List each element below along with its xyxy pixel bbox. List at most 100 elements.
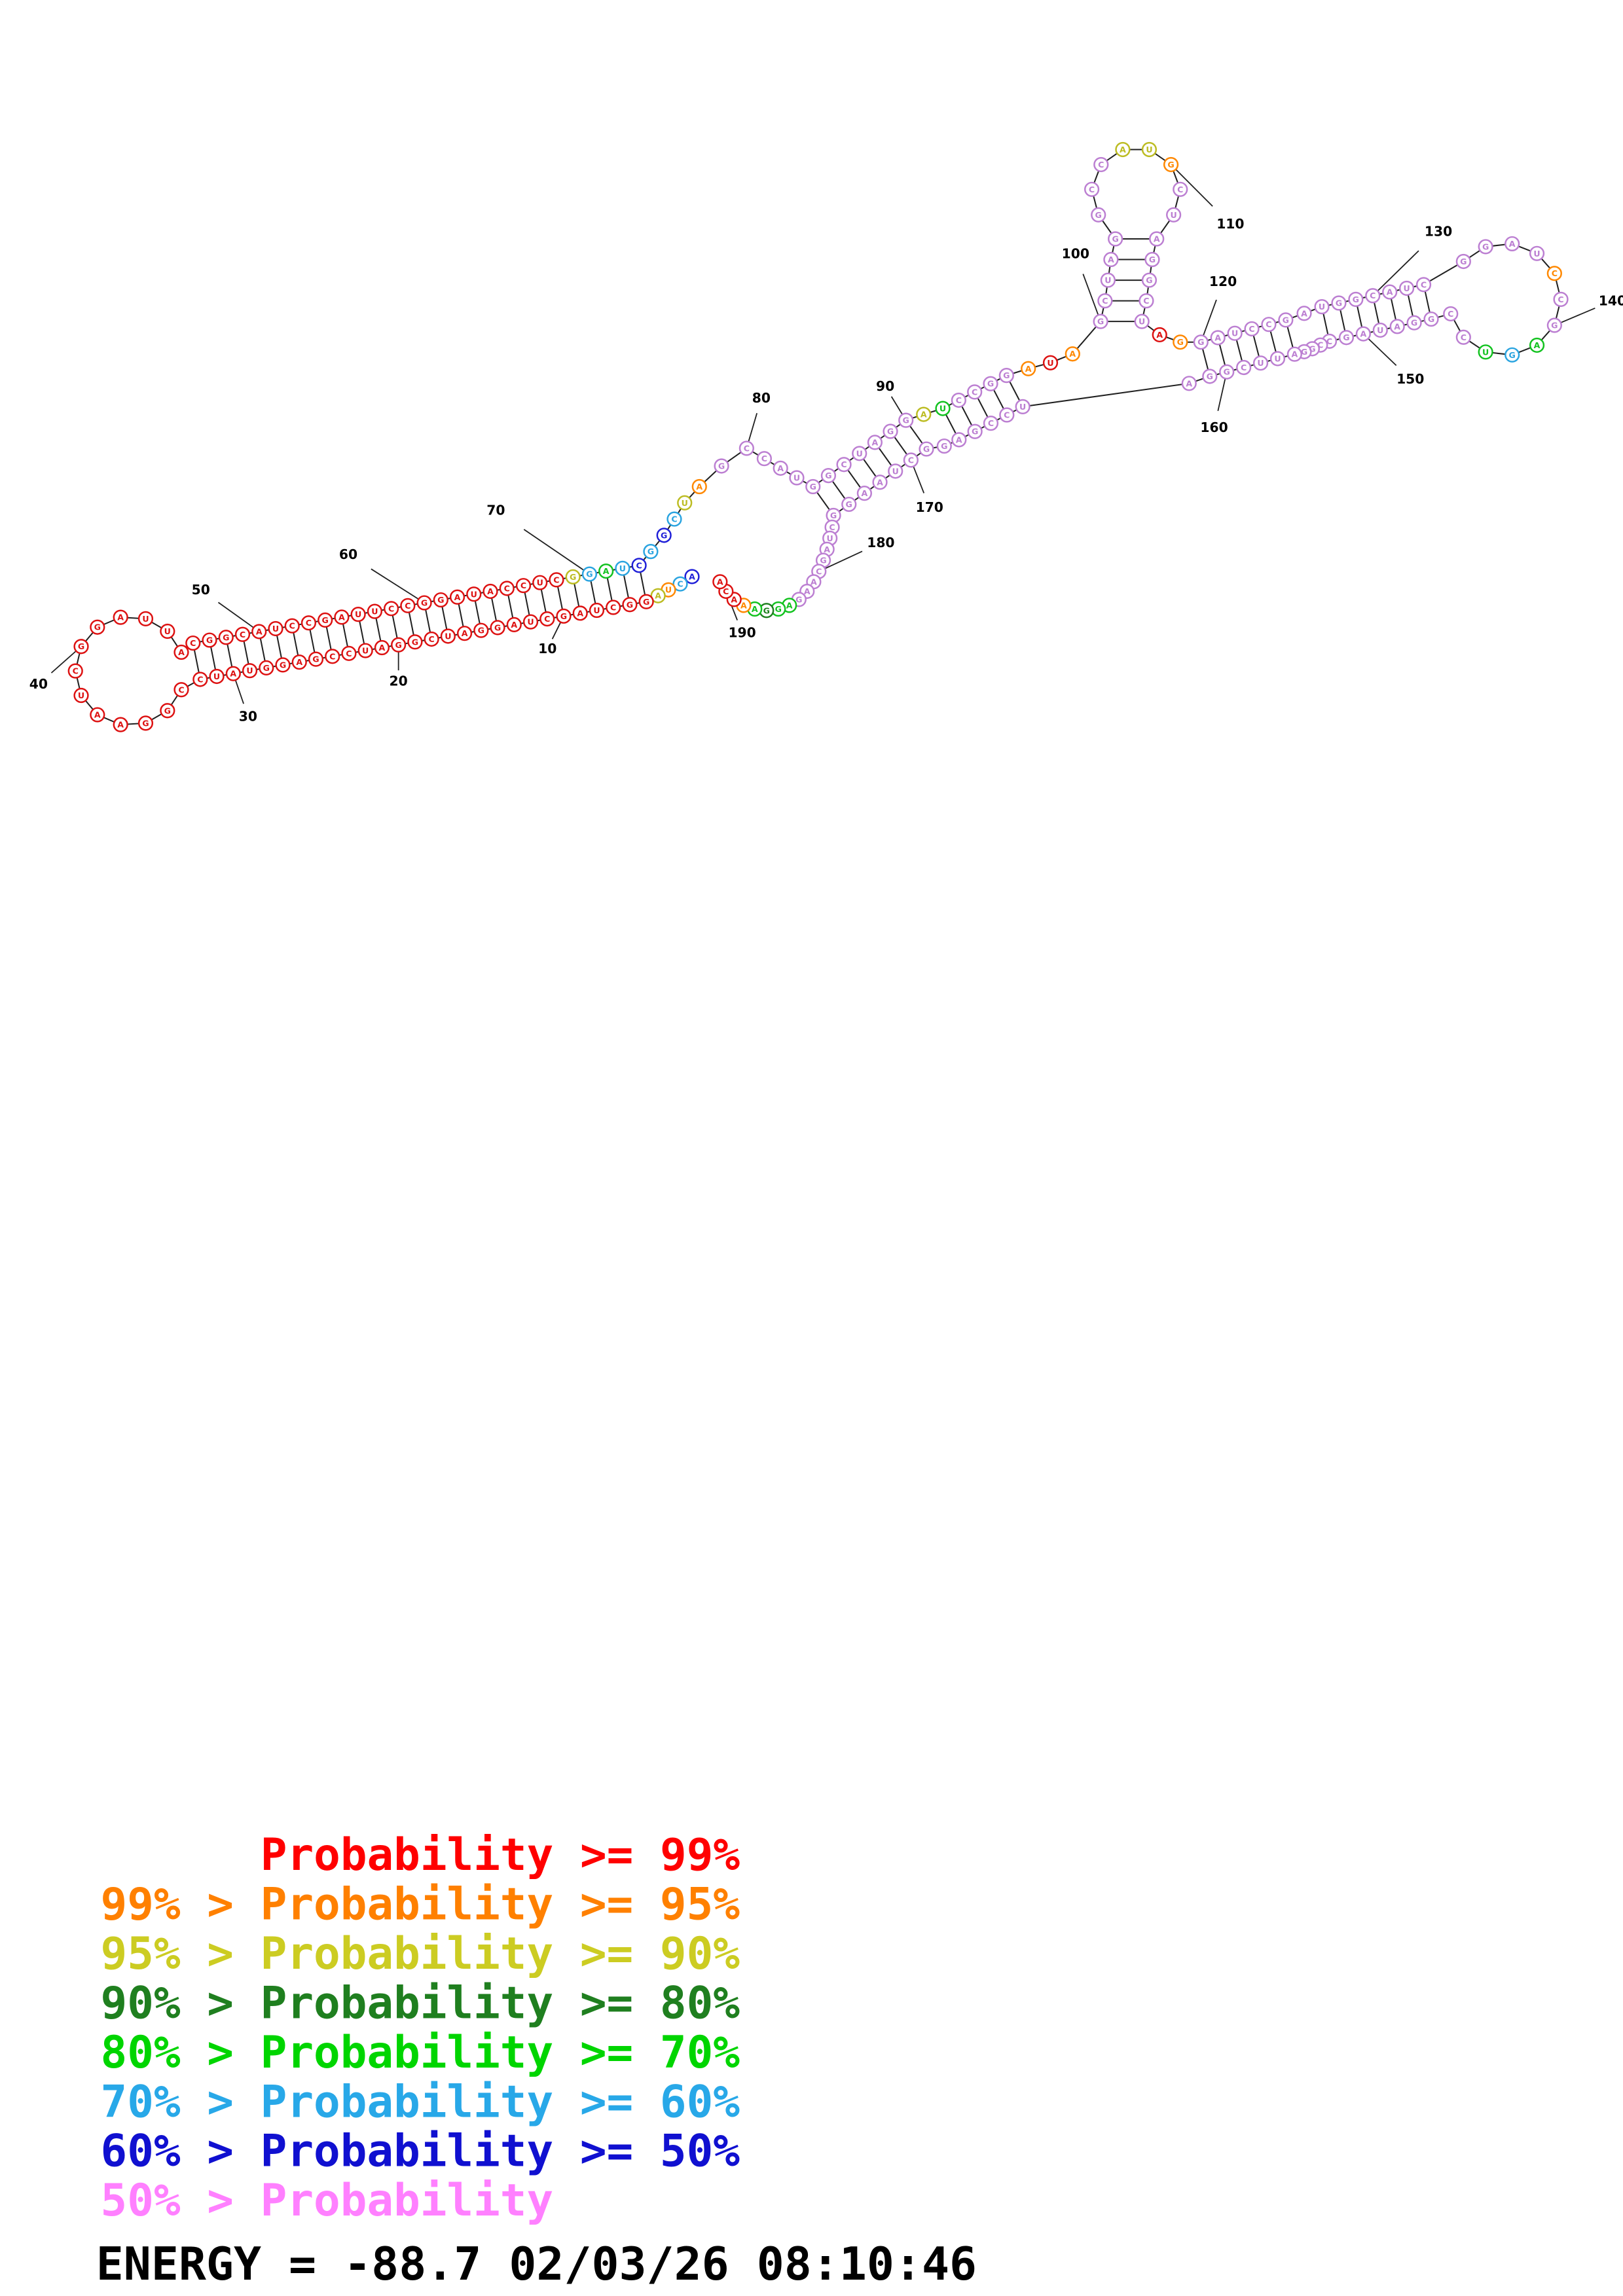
position-label: 60 <box>339 547 357 562</box>
nucleotide-circle <box>374 639 390 656</box>
nucleotide-circle <box>308 651 324 667</box>
nucleotide-letter: U <box>527 617 534 627</box>
label-leader <box>371 568 425 603</box>
position-label: 170 <box>916 499 943 515</box>
nucleotide-letter: G <box>810 482 816 492</box>
nucleotide-circle <box>852 446 867 461</box>
nucleotide-circle <box>677 495 693 511</box>
nucleotide-letter: C <box>816 567 822 577</box>
label-leader <box>523 529 590 575</box>
nucleotide-circle <box>666 511 682 527</box>
nucleotide-circle <box>1244 321 1260 337</box>
nucleotide-circle <box>712 574 728 590</box>
nucleotide-circle <box>836 457 852 473</box>
nucleotide-letter: G <box>223 632 229 642</box>
nucleotide-circle <box>691 478 707 495</box>
nucleotide-circle <box>160 623 175 639</box>
position-label: 140 <box>1599 293 1623 308</box>
nucleotide-letter: G <box>661 530 667 540</box>
nucleotide-circle <box>325 649 340 664</box>
nucleotide-circle <box>473 622 489 638</box>
nucleotide-letter: U <box>1274 353 1281 363</box>
nucleotide-circle <box>1252 355 1269 371</box>
nucleotide-letter: U <box>682 498 688 508</box>
legend-line-3: 95% > Probability >= 90% <box>101 1928 740 1979</box>
nucleotide-letter: G <box>94 622 101 632</box>
nucleotide-circle <box>903 452 919 468</box>
nucleotide-circle <box>1141 141 1158 158</box>
nucleotide-circle <box>1423 311 1439 327</box>
nucleotide-letter: C <box>1552 268 1558 278</box>
nucleotide-letter: C <box>744 443 750 453</box>
nucleotide-letter: G <box>1112 234 1118 244</box>
label-leader <box>217 601 260 632</box>
nucleotide-circle <box>867 435 883 450</box>
nucleotide-letter: U <box>471 589 477 599</box>
nucleotide-letter: U <box>856 448 863 458</box>
nucleotide-letter: G <box>1551 321 1558 331</box>
label-leader <box>1170 164 1213 207</box>
nucleotide-circle <box>1097 293 1113 309</box>
nucleotide-letter: G <box>887 427 894 437</box>
nucleotide-circle <box>1141 272 1158 288</box>
nucleotide-letter: A <box>824 545 830 554</box>
nucleotide-circle <box>275 657 291 673</box>
nucleotide-circle <box>820 468 837 484</box>
legend-line-8: 50% > Probability <box>101 2174 554 2226</box>
nucleotide-circle <box>622 597 638 613</box>
nucleotide-letter: U <box>665 585 672 595</box>
nucleotide-circle <box>872 475 888 490</box>
nucleotide-letter: A <box>1534 340 1541 350</box>
position-label: 150 <box>1396 371 1424 387</box>
nucleotide-letter: G <box>1177 337 1184 347</box>
nucleotide-circle <box>1144 251 1160 268</box>
nucleotide-letter: U <box>445 631 451 641</box>
nucleotide-letter: G <box>923 444 930 454</box>
nucleotide-letter: A <box>1291 350 1298 359</box>
nucleotide-letter: G <box>1336 298 1342 308</box>
nucleotide-circle <box>539 611 555 627</box>
position-label: 160 <box>1200 420 1228 435</box>
nucleotide-circle <box>424 631 439 647</box>
position-label: 10 <box>538 641 556 656</box>
nucleotide-letter: C <box>988 418 994 428</box>
nucleotide-circle <box>1152 327 1167 343</box>
nucleotide-letter: G <box>763 605 770 615</box>
nucleotide-circle <box>898 412 914 428</box>
nucleotide-circle <box>90 707 105 723</box>
energy-annotation: ENERGY = -88.7 02/03/26 08:10:46 <box>96 2238 977 2291</box>
nucleotide-letter: A <box>696 482 702 492</box>
nucleotide-circle <box>1546 266 1562 281</box>
nucleotide-letter: C <box>1102 296 1108 306</box>
nucleotide-letter: G <box>643 597 649 607</box>
nucleotide-circle <box>284 618 300 634</box>
nucleotide-letter: G <box>395 640 401 650</box>
nucleotide-letter: G <box>560 611 567 621</box>
backbone-segment <box>1022 382 1190 408</box>
legend-line-4: 90% > Probability >= 80% <box>101 1977 740 2028</box>
nucleotide-letter: A <box>804 586 811 596</box>
nucleotide-circle <box>1504 347 1520 363</box>
nucleotide-letter: G <box>1482 242 1489 251</box>
nucleotide-circle <box>1278 312 1294 328</box>
nucleotide-letter: U <box>619 564 626 573</box>
nucleotide-circle <box>883 423 898 439</box>
nucleotide-circle <box>334 609 350 625</box>
nucleotide-letter: C <box>1249 324 1254 334</box>
nucleotide-circle <box>73 639 89 655</box>
nucleotide-circle <box>983 376 998 391</box>
nucleotide-circle <box>589 602 605 619</box>
nucleotide-letter: G <box>846 499 852 509</box>
nucleotide-circle <box>643 544 659 560</box>
nucleotide-circle <box>1139 293 1154 309</box>
nucleotide-circle <box>137 611 154 626</box>
position-label: 110 <box>1216 216 1244 232</box>
nucleotide-circle <box>1443 306 1459 322</box>
nucleotide-letter: G <box>1197 337 1204 347</box>
nucleotide-circle <box>581 566 598 582</box>
nucleotide-letter: U <box>892 466 899 476</box>
nucleotide-circle <box>341 645 357 661</box>
nucleotide-letter: C <box>197 674 203 684</box>
nucleotide-circle <box>1166 207 1182 223</box>
